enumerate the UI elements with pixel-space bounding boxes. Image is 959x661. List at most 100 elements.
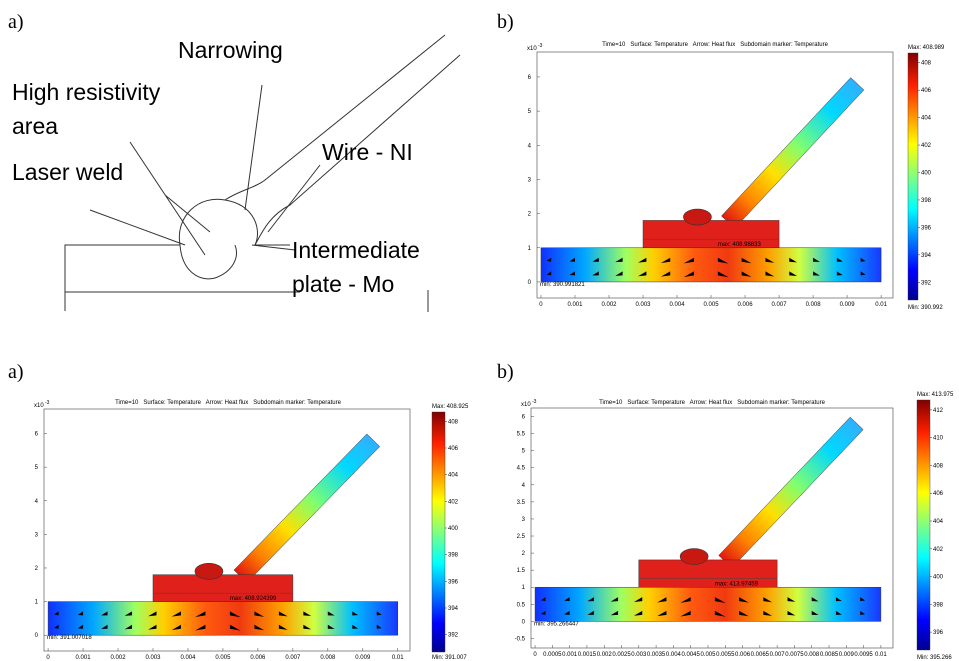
x-tick-label: 0.005	[700, 652, 716, 658]
diagram: a) Narrowing High resistivity area Laser…	[8, 11, 461, 312]
plate	[47, 601, 399, 636]
colorbar-tick-label: 402	[448, 499, 459, 505]
arrow	[615, 271, 623, 276]
plot-title: Time=10 Surface: Temperature Arrow: Heat…	[602, 42, 828, 48]
arrow	[657, 597, 667, 603]
arrow	[787, 597, 796, 602]
arrow	[564, 610, 570, 615]
y-tick-label: 0	[35, 633, 39, 639]
colorbar-max: Max: 408.989	[908, 45, 945, 51]
y-exponent: -3	[538, 43, 543, 49]
arrow	[680, 610, 691, 617]
arrow	[303, 611, 312, 616]
arrow	[660, 257, 671, 264]
y-multiplier: x10	[34, 403, 44, 409]
x-tick-label: 0.002	[597, 652, 613, 658]
arrow	[541, 597, 546, 602]
arrow	[633, 597, 643, 603]
x-tick-label: 0.007	[772, 302, 788, 308]
x-tick-label: 0.01	[392, 655, 404, 661]
x-tick-label: 0.007	[285, 655, 301, 661]
annotation: area	[12, 113, 58, 139]
x-tick-label: 0.006	[250, 655, 266, 661]
colorbar-min: Min: 395.266	[917, 655, 952, 661]
colorbar-min: Min: 390.992	[908, 305, 943, 311]
x-tick-label: 0.009	[840, 302, 856, 308]
arrow	[680, 597, 691, 603]
arrow	[195, 624, 206, 631]
arrow	[171, 611, 181, 617]
min-value-label: min: 390.991821	[540, 282, 585, 288]
y-tick-label: 6	[35, 432, 39, 438]
weld	[679, 548, 709, 565]
plot-title: Time=10 Surface: Temperature Arrow: Heat…	[115, 400, 341, 406]
arrow	[278, 611, 288, 617]
arrow	[327, 624, 335, 629]
y-tick-label: 4.5	[517, 466, 526, 472]
arrow	[763, 610, 773, 616]
arrow	[254, 624, 265, 631]
x-tick-label: 0.004	[180, 655, 196, 661]
arrow	[811, 610, 819, 616]
arrow	[124, 624, 133, 630]
y-tick-label: 4	[522, 483, 526, 489]
arrow	[569, 271, 575, 276]
plate	[534, 586, 882, 622]
x-tick-label: 0	[46, 655, 50, 661]
y-tick-label: 1	[35, 600, 39, 606]
arrow	[610, 610, 619, 616]
y-multiplier: x10	[527, 46, 537, 52]
min-value-label: min: 391.007018	[47, 635, 92, 641]
arrow	[546, 257, 552, 262]
arrow	[638, 257, 647, 263]
colorbar-max: Max: 408.925	[432, 404, 469, 410]
arrow	[195, 611, 206, 618]
x-tick-label: 0.006	[735, 652, 751, 658]
arrow	[835, 610, 842, 615]
arrow	[352, 611, 359, 616]
weld	[194, 563, 224, 580]
colorbar-tick-label: 394	[921, 253, 932, 259]
arrow	[587, 597, 594, 602]
colorbar-min: Min: 391.007	[432, 655, 467, 661]
arrow	[610, 597, 619, 602]
y-tick-label: 6	[522, 415, 526, 421]
max-value-label: max: 408.924399	[230, 596, 277, 602]
y-tick-label: 3	[528, 177, 532, 183]
y-tick-label: 4	[528, 143, 532, 149]
x-tick-label: 0.01	[875, 302, 887, 308]
arrow	[569, 257, 575, 262]
min-value-label: min: 395.266447	[534, 621, 579, 627]
max-value-label: max: 413.97459	[715, 582, 759, 588]
y-tick-label: 3	[522, 517, 526, 523]
arrow	[327, 611, 335, 616]
colorbar-tick-label: 394	[448, 606, 459, 612]
weld	[683, 208, 712, 226]
block	[638, 559, 778, 588]
arrow	[77, 611, 84, 616]
arrow	[787, 610, 796, 616]
arrow	[303, 624, 312, 630]
arrow	[860, 257, 866, 262]
arrow	[352, 624, 359, 629]
arrow	[148, 611, 157, 617]
y-multiplier: x10	[521, 402, 531, 408]
annotation: Laser weld	[12, 159, 123, 185]
arrow	[813, 271, 820, 276]
x-tick-label: 0.0095	[854, 652, 873, 658]
arrow	[101, 611, 108, 616]
panel-label: b)	[497, 11, 514, 33]
colorbar-tick-label: 400	[933, 575, 944, 581]
panel-label: b)	[497, 361, 514, 383]
arrow	[860, 271, 866, 276]
x-tick-label: 0.006	[738, 302, 754, 308]
arrow	[376, 611, 382, 616]
arrow	[763, 597, 773, 603]
arrow	[229, 624, 241, 631]
colorbar-tick-label: 410	[933, 436, 944, 442]
y-exponent: -3	[45, 400, 50, 406]
wire	[718, 416, 864, 569]
y-tick-label: 5.5	[517, 432, 526, 438]
x-tick-label: 0.009	[355, 655, 371, 661]
colorbar	[431, 411, 446, 653]
